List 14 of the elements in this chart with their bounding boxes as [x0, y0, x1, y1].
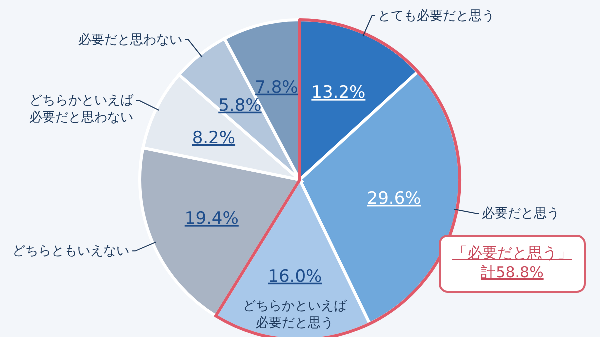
slice-label: 必要だと思わない — [78, 32, 182, 48]
data-label: 7.8% — [255, 78, 298, 98]
data-label: 29.6% — [367, 188, 422, 209]
slice-label: どちらかといえば必要だと思う — [243, 298, 348, 331]
text: 「必要だと思う」計58.8% — [452, 244, 572, 282]
slice-label: どちらともいえない — [12, 244, 130, 260]
slice-label: どちらかといえば必要だと思わない — [29, 94, 134, 126]
data-label: 5.8% — [218, 96, 262, 116]
data-label: 16.0% — [268, 266, 322, 287]
data-label: 19.4% — [184, 209, 239, 230]
slice-label: 必要だと思う — [482, 206, 560, 222]
data-label: 8.2% — [192, 128, 236, 148]
data-label: 13.2% — [312, 83, 366, 104]
slice-label: とても必要だと思う — [378, 8, 496, 24]
